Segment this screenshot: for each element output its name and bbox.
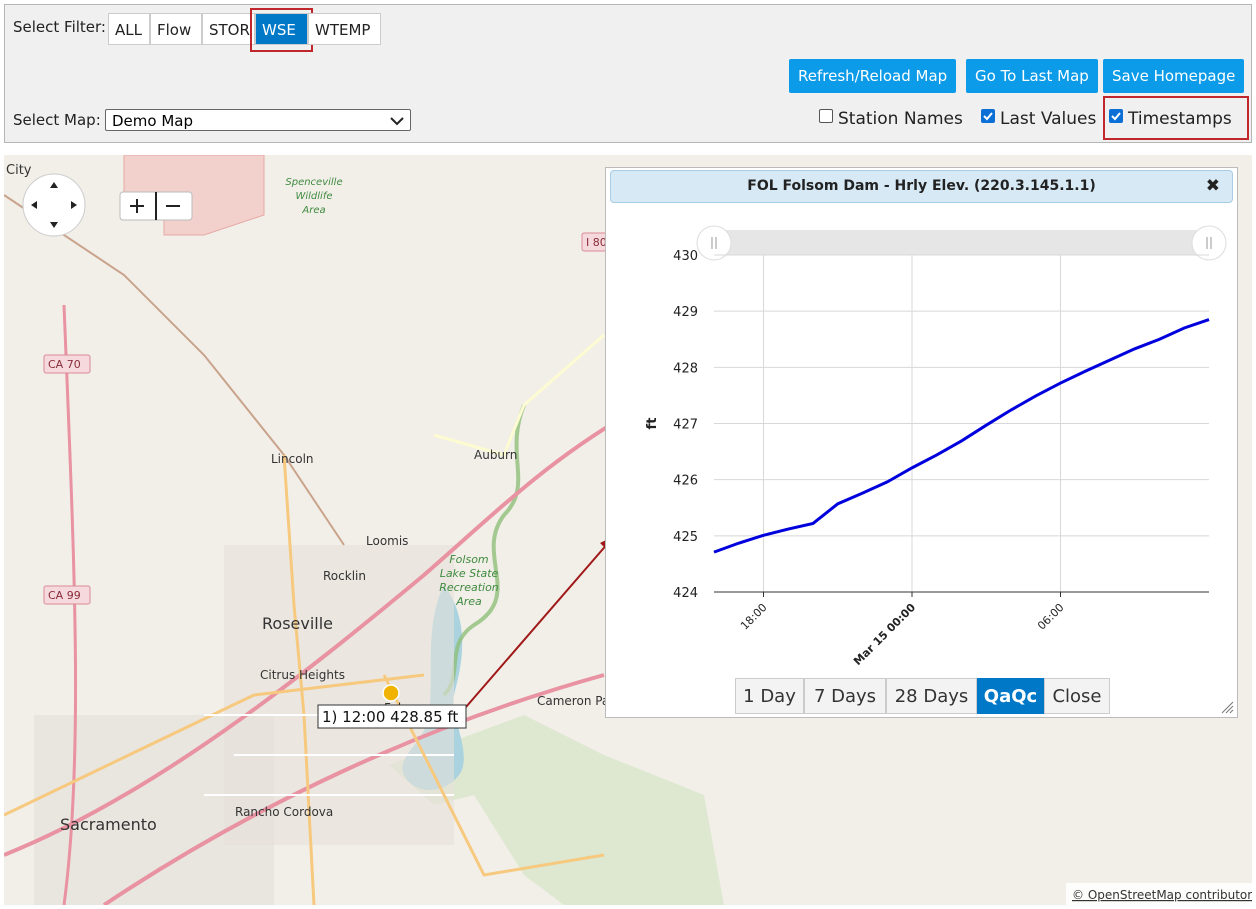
filter-button[interactable]: WSE (255, 13, 308, 45)
map-label: Citrus Heights (260, 668, 345, 682)
y-tick-label: 424 (673, 586, 698, 601)
toolbar: Select Filter: Select Map: Demo Map ALL F… (4, 4, 1252, 143)
station-label-box (317, 704, 467, 729)
y-axis-label: ft (645, 418, 660, 430)
checkbox[interactable] (819, 109, 833, 123)
road (62, 304, 78, 905)
road-shield (43, 585, 91, 605)
road (282, 454, 316, 905)
attribution: © OpenStreetMap contributors (1072, 888, 1252, 902)
filter-label: Select Filter: (13, 18, 106, 36)
road (4, 673, 425, 817)
dropdown-arrow (390, 117, 404, 126)
range-button[interactable]: 1 Day (735, 678, 804, 714)
road (382, 674, 605, 877)
map-label: Rocklin (323, 569, 366, 583)
map-label: Loomis (366, 534, 408, 548)
data-line (713, 318, 1210, 554)
checkbox[interactable] (1109, 109, 1123, 123)
map-label: I 80 (586, 236, 607, 249)
station-marker[interactable] (382, 684, 400, 702)
road (433, 333, 605, 457)
highlight-box (1103, 96, 1249, 140)
map-label: Lincoln (271, 452, 314, 466)
range-slider (706, 230, 1216, 255)
checkbox-item: Last Values (981, 109, 1096, 129)
chart: 424 425 426 427 428 429 430 18:00 Mar 15 00:00 06… (645, 225, 1227, 668)
map-label: CA 70 (48, 358, 81, 371)
checkbox-item: Timestamps (1109, 109, 1232, 129)
map-label: Auburn (474, 448, 517, 462)
park-area (389, 715, 724, 905)
zoom-icons (130, 192, 180, 220)
map-label: City (6, 163, 32, 178)
popup-title-bar: FOL Folsom Dam - Hrly Elev. (220.3.145.1… (610, 170, 1233, 203)
resize-grip[interactable] (1220, 700, 1234, 714)
checkbox[interactable] (981, 109, 995, 123)
map-label: CA 99 (48, 589, 81, 602)
action-button[interactable]: Refresh/Reload Map (789, 59, 957, 93)
map-label: Folsom Lake State Recreation Area (439, 553, 499, 608)
y-tick-label: 427 (673, 418, 698, 433)
close-icon[interactable]: ✖ (1205, 176, 1220, 196)
filter-button[interactable]: ALL (108, 13, 150, 45)
checkbox-label: Station Names (838, 109, 963, 129)
handle-grip (1206, 237, 1212, 249)
y-tick-label: 428 (673, 361, 698, 376)
x-tick-label: 18:00 (738, 601, 770, 633)
y-tick-label: 429 (673, 305, 698, 320)
map-label: Roseville (262, 614, 333, 633)
checkbox-label: Timestamps (1128, 109, 1232, 129)
map-label: Spenceville Wildlife Area (285, 177, 342, 216)
checkbox-item: Station Names (819, 109, 963, 129)
action-button[interactable]: Save Homepage (1103, 59, 1245, 93)
road (102, 673, 605, 905)
range-button[interactable]: QaQc (977, 678, 1044, 714)
station-label: 1) 12:00 428.85 ft (322, 708, 458, 726)
x-tick-label: Mar 15 00:00 (851, 601, 918, 668)
map-label: Rancho Cordova (235, 805, 333, 819)
action-button[interactable]: Go To Last Map (966, 59, 1098, 93)
map-option: Demo Map (112, 112, 193, 130)
range-button[interactable]: Close (1044, 678, 1110, 714)
road-shield (43, 354, 91, 374)
pan-control[interactable] (22, 173, 86, 237)
map-select[interactable]: Demo Map (105, 109, 411, 131)
filter-button[interactable]: WTEMP (308, 13, 381, 45)
map-label: Select Map: (13, 111, 101, 129)
checkbox-label: Last Values (1000, 109, 1097, 129)
range-button[interactable]: 28 Days (886, 678, 977, 714)
filter-button[interactable]: STOR (202, 13, 255, 45)
filter-button[interactable]: Flow (150, 13, 202, 45)
slider-handle[interactable] (1191, 225, 1227, 261)
map-label: Sacramento (60, 815, 157, 834)
range-button[interactable]: 7 Days (804, 678, 886, 714)
pointer-arrow (465, 541, 610, 708)
chart-popup: FOL Folsom Dam - Hrly Elev. (220.3.145.1… (605, 167, 1238, 718)
park-outline (442, 404, 526, 697)
handle-grip (711, 237, 717, 249)
popup-title: FOL Folsom Dam - Hrly Elev. (220.3.145.1… (747, 178, 1096, 194)
highlight-box (250, 8, 313, 52)
road (4, 194, 345, 546)
attribution-box (1066, 883, 1252, 905)
x-tick-label: 06:00 (1035, 601, 1067, 633)
y-tick-label: 430 (673, 249, 698, 264)
road (4, 403, 645, 857)
slider-handle[interactable] (696, 225, 732, 261)
map-label: Cameron Park (537, 694, 621, 708)
y-tick-label: 426 (673, 474, 698, 489)
y-tick-label: 425 (673, 530, 698, 545)
